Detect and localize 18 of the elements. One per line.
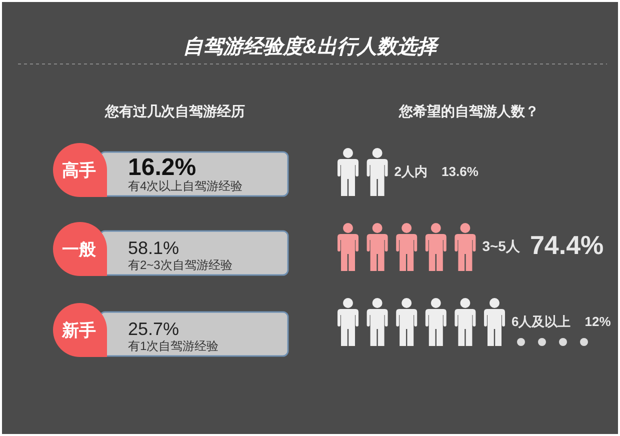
text: 自驾游经验度&出行人数选择 (182, 35, 440, 58)
category-label: 6人及以上 (512, 314, 571, 329)
data-label: 58.1% (128, 238, 180, 258)
category-label: 3~5人 (482, 238, 521, 254)
text: 有4次以上自驾游经验 (128, 179, 243, 193)
text: 您希望的自驾游人数？ (398, 103, 539, 119)
category-label: 新手 (61, 321, 96, 340)
data-label: 16.2% (128, 154, 196, 181)
category-label: 高手 (62, 161, 96, 180)
text: 您有过几次自驾游经历 (104, 103, 245, 119)
text: 有2~3次自驾游经验 (128, 258, 232, 272)
data-label: 74.4% (530, 230, 604, 260)
text: 有1次自驾游经验 (128, 339, 219, 353)
data-label: 13.6% (442, 164, 479, 179)
data-label: 25.7% (128, 319, 180, 339)
data-label: 12% (584, 314, 612, 329)
category-label: 一般 (62, 240, 97, 259)
category-label: 2人内 (394, 164, 428, 179)
